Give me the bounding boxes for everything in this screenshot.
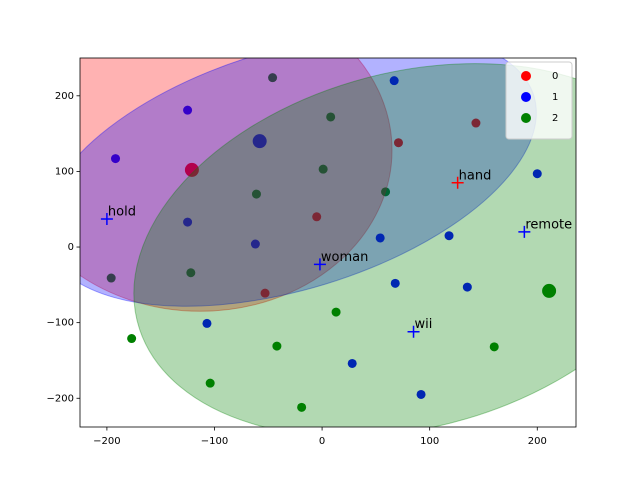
ellipse-group — [80, 58, 392, 311]
legend-label: 1 — [552, 92, 558, 103]
legend-marker — [521, 92, 531, 102]
point — [390, 278, 400, 288]
y-tick-label: −200 — [47, 393, 74, 404]
centroid — [252, 134, 267, 149]
x-tick-label: −100 — [201, 436, 228, 447]
annotation: remote — [525, 217, 572, 232]
y-tick-label: 100 — [55, 166, 74, 177]
point — [251, 189, 261, 199]
x-tick-label: −200 — [93, 436, 120, 447]
point — [297, 402, 307, 412]
point — [326, 112, 336, 122]
point — [183, 105, 193, 115]
plus-marker — [518, 225, 531, 238]
plus-marker — [407, 325, 420, 338]
annotation: woman — [321, 250, 368, 265]
point — [318, 164, 328, 174]
point — [186, 268, 196, 278]
point — [106, 273, 116, 283]
annotation: hand — [459, 168, 492, 183]
axes-frame — [79, 57, 577, 428]
legend-label: 0 — [552, 71, 558, 82]
point — [111, 154, 121, 164]
point — [375, 233, 385, 243]
axes: −200 −100 0 100 200 −200 −100 0 100 200 0 1 2 — [47, 61, 573, 447]
centroid — [184, 162, 199, 177]
point — [260, 288, 270, 298]
legend-label: 2 — [552, 113, 558, 124]
point — [331, 307, 341, 317]
annotation: hold — [108, 205, 136, 220]
point — [471, 118, 481, 128]
x-tick-label: 100 — [420, 436, 439, 447]
point — [312, 212, 322, 222]
point — [127, 334, 137, 344]
y-tick-label: −100 — [47, 318, 74, 329]
y-tick-label: 0 — [68, 242, 74, 253]
annotation: wii — [415, 317, 433, 332]
ellipse-group — [27, 0, 576, 427]
point — [183, 217, 193, 227]
centroid — [542, 283, 557, 298]
point — [268, 73, 278, 83]
point — [444, 231, 454, 241]
cluster-ellipse — [80, 58, 392, 311]
legend-box — [505, 61, 573, 140]
point — [347, 358, 357, 368]
plus-marker — [100, 213, 113, 226]
point — [462, 282, 472, 292]
legend-marker — [521, 113, 531, 123]
cluster-ellipse — [27, 0, 576, 427]
plus-marker — [313, 258, 326, 271]
x-tick-label: 0 — [319, 436, 325, 447]
y-tick-label: 200 — [55, 91, 74, 102]
x-tick-label: 200 — [528, 436, 547, 447]
point — [381, 187, 391, 197]
point — [532, 169, 542, 179]
plus-marker — [451, 176, 464, 189]
point — [393, 138, 403, 148]
point — [202, 318, 212, 328]
point — [205, 378, 215, 388]
legend-marker — [521, 71, 531, 81]
point — [272, 341, 282, 351]
point — [416, 389, 426, 399]
point — [250, 239, 260, 249]
point — [389, 76, 399, 86]
point — [489, 342, 499, 352]
